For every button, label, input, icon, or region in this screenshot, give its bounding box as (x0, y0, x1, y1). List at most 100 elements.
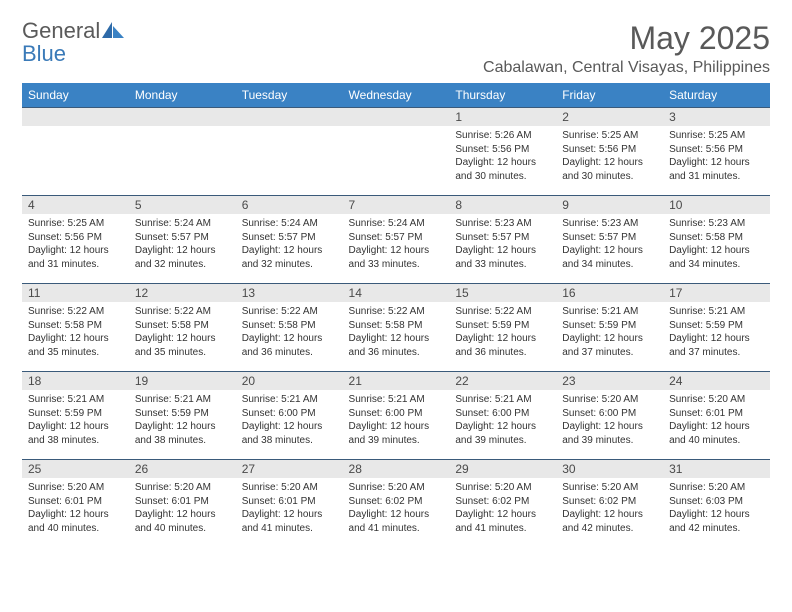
day-detail: Sunrise: 5:21 AMSunset: 5:59 PMDaylight:… (556, 302, 663, 362)
calendar-page: General Blue May 2025 Cabalawan, Central… (0, 0, 792, 568)
day-number: 10 (663, 196, 770, 214)
day-detail: Sunrise: 5:21 AMSunset: 5:59 PMDaylight:… (22, 390, 129, 450)
logo-text-block: General Blue (22, 20, 124, 66)
logo-word-1: General (22, 18, 100, 43)
day-cell: 13Sunrise: 5:22 AMSunset: 5:58 PMDayligh… (236, 284, 343, 372)
day-detail: Sunrise: 5:20 AMSunset: 6:02 PMDaylight:… (343, 478, 450, 538)
day-cell: 6Sunrise: 5:24 AMSunset: 5:57 PMDaylight… (236, 196, 343, 284)
day-cell: 8Sunrise: 5:23 AMSunset: 5:57 PMDaylight… (449, 196, 556, 284)
day-number: 28 (343, 460, 450, 478)
day-detail: Sunrise: 5:25 AMSunset: 5:56 PMDaylight:… (556, 126, 663, 186)
day-detail: Sunrise: 5:21 AMSunset: 5:59 PMDaylight:… (129, 390, 236, 450)
day-number: 19 (129, 372, 236, 390)
weekday-header: Thursday (449, 83, 556, 108)
day-detail: Sunrise: 5:20 AMSunset: 6:00 PMDaylight:… (556, 390, 663, 450)
day-cell: 20Sunrise: 5:21 AMSunset: 6:00 PMDayligh… (236, 372, 343, 460)
day-number: 22 (449, 372, 556, 390)
day-detail: Sunrise: 5:22 AMSunset: 5:58 PMDaylight:… (22, 302, 129, 362)
day-number: 12 (129, 284, 236, 302)
day-detail: Sunrise: 5:24 AMSunset: 5:57 PMDaylight:… (129, 214, 236, 274)
day-detail: Sunrise: 5:20 AMSunset: 6:01 PMDaylight:… (663, 390, 770, 450)
day-number-empty (343, 108, 450, 126)
weekday-header: Sunday (22, 83, 129, 108)
day-cell: 27Sunrise: 5:20 AMSunset: 6:01 PMDayligh… (236, 460, 343, 548)
day-number: 24 (663, 372, 770, 390)
day-detail: Sunrise: 5:20 AMSunset: 6:03 PMDaylight:… (663, 478, 770, 538)
week-row: 1Sunrise: 5:26 AMSunset: 5:56 PMDaylight… (22, 108, 770, 196)
day-detail: Sunrise: 5:22 AMSunset: 5:59 PMDaylight:… (449, 302, 556, 362)
day-number: 3 (663, 108, 770, 126)
weekday-header: Friday (556, 83, 663, 108)
header: General Blue May 2025 Cabalawan, Central… (22, 20, 770, 77)
day-cell: 12Sunrise: 5:22 AMSunset: 5:58 PMDayligh… (129, 284, 236, 372)
day-number: 1 (449, 108, 556, 126)
day-number: 23 (556, 372, 663, 390)
day-cell: 21Sunrise: 5:21 AMSunset: 6:00 PMDayligh… (343, 372, 450, 460)
day-number: 17 (663, 284, 770, 302)
weekday-header: Tuesday (236, 83, 343, 108)
day-cell: 9Sunrise: 5:23 AMSunset: 5:57 PMDaylight… (556, 196, 663, 284)
day-cell: 31Sunrise: 5:20 AMSunset: 6:03 PMDayligh… (663, 460, 770, 548)
day-number: 20 (236, 372, 343, 390)
day-detail: Sunrise: 5:21 AMSunset: 6:00 PMDaylight:… (449, 390, 556, 450)
day-detail: Sunrise: 5:22 AMSunset: 5:58 PMDaylight:… (343, 302, 450, 362)
day-cell (236, 108, 343, 196)
day-number-empty (236, 108, 343, 126)
day-detail: Sunrise: 5:20 AMSunset: 6:02 PMDaylight:… (449, 478, 556, 538)
logo-sail-icon (102, 22, 124, 38)
day-cell: 11Sunrise: 5:22 AMSunset: 5:58 PMDayligh… (22, 284, 129, 372)
week-row: 18Sunrise: 5:21 AMSunset: 5:59 PMDayligh… (22, 372, 770, 460)
day-cell: 5Sunrise: 5:24 AMSunset: 5:57 PMDaylight… (129, 196, 236, 284)
week-row: 25Sunrise: 5:20 AMSunset: 6:01 PMDayligh… (22, 460, 770, 548)
day-cell: 28Sunrise: 5:20 AMSunset: 6:02 PMDayligh… (343, 460, 450, 548)
day-number: 31 (663, 460, 770, 478)
day-detail: Sunrise: 5:24 AMSunset: 5:57 PMDaylight:… (343, 214, 450, 274)
day-cell: 1Sunrise: 5:26 AMSunset: 5:56 PMDaylight… (449, 108, 556, 196)
calendar-body: 1Sunrise: 5:26 AMSunset: 5:56 PMDaylight… (22, 108, 770, 548)
day-cell: 14Sunrise: 5:22 AMSunset: 5:58 PMDayligh… (343, 284, 450, 372)
day-cell: 18Sunrise: 5:21 AMSunset: 5:59 PMDayligh… (22, 372, 129, 460)
week-row: 4Sunrise: 5:25 AMSunset: 5:56 PMDaylight… (22, 196, 770, 284)
day-number: 9 (556, 196, 663, 214)
day-cell: 29Sunrise: 5:20 AMSunset: 6:02 PMDayligh… (449, 460, 556, 548)
calendar-table: Sunday Monday Tuesday Wednesday Thursday… (22, 83, 770, 548)
day-number: 6 (236, 196, 343, 214)
day-cell (129, 108, 236, 196)
day-cell (22, 108, 129, 196)
day-detail: Sunrise: 5:22 AMSunset: 5:58 PMDaylight:… (129, 302, 236, 362)
day-number: 14 (343, 284, 450, 302)
day-number: 29 (449, 460, 556, 478)
day-detail: Sunrise: 5:20 AMSunset: 6:02 PMDaylight:… (556, 478, 663, 538)
day-cell: 15Sunrise: 5:22 AMSunset: 5:59 PMDayligh… (449, 284, 556, 372)
day-detail: Sunrise: 5:20 AMSunset: 6:01 PMDaylight:… (22, 478, 129, 538)
day-detail: Sunrise: 5:21 AMSunset: 6:00 PMDaylight:… (343, 390, 450, 450)
day-number: 30 (556, 460, 663, 478)
day-number: 5 (129, 196, 236, 214)
weekday-header: Monday (129, 83, 236, 108)
weekday-header-row: Sunday Monday Tuesday Wednesday Thursday… (22, 83, 770, 108)
weekday-header: Saturday (663, 83, 770, 108)
day-detail: Sunrise: 5:25 AMSunset: 5:56 PMDaylight:… (22, 214, 129, 274)
day-number: 2 (556, 108, 663, 126)
day-cell: 24Sunrise: 5:20 AMSunset: 6:01 PMDayligh… (663, 372, 770, 460)
day-cell: 30Sunrise: 5:20 AMSunset: 6:02 PMDayligh… (556, 460, 663, 548)
day-cell: 2Sunrise: 5:25 AMSunset: 5:56 PMDaylight… (556, 108, 663, 196)
day-number: 16 (556, 284, 663, 302)
title-block: May 2025 Cabalawan, Central Visayas, Phi… (483, 20, 770, 77)
day-detail: Sunrise: 5:21 AMSunset: 6:00 PMDaylight:… (236, 390, 343, 450)
week-row: 11Sunrise: 5:22 AMSunset: 5:58 PMDayligh… (22, 284, 770, 372)
day-cell: 3Sunrise: 5:25 AMSunset: 5:56 PMDaylight… (663, 108, 770, 196)
day-number-empty (129, 108, 236, 126)
day-cell: 19Sunrise: 5:21 AMSunset: 5:59 PMDayligh… (129, 372, 236, 460)
day-number: 21 (343, 372, 450, 390)
day-detail: Sunrise: 5:23 AMSunset: 5:57 PMDaylight:… (556, 214, 663, 274)
day-detail: Sunrise: 5:20 AMSunset: 6:01 PMDaylight:… (129, 478, 236, 538)
day-cell: 17Sunrise: 5:21 AMSunset: 5:59 PMDayligh… (663, 284, 770, 372)
day-cell: 16Sunrise: 5:21 AMSunset: 5:59 PMDayligh… (556, 284, 663, 372)
day-cell: 26Sunrise: 5:20 AMSunset: 6:01 PMDayligh… (129, 460, 236, 548)
day-detail: Sunrise: 5:20 AMSunset: 6:01 PMDaylight:… (236, 478, 343, 538)
month-title: May 2025 (483, 20, 770, 57)
day-number-empty (22, 108, 129, 126)
day-cell (343, 108, 450, 196)
day-cell: 25Sunrise: 5:20 AMSunset: 6:01 PMDayligh… (22, 460, 129, 548)
